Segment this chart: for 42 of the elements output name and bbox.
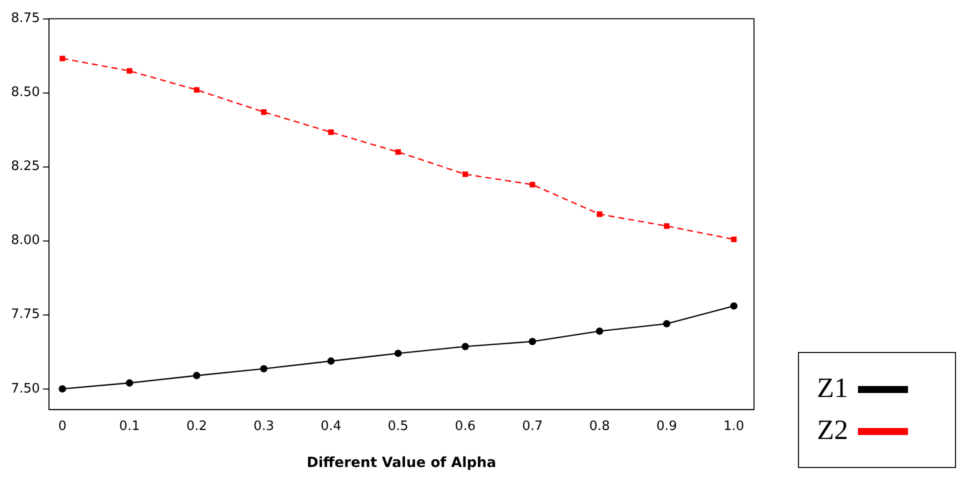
point [328,129,334,135]
point [663,320,670,328]
x-tick-label: 0.4 [320,418,342,434]
x-tick-label: 0.1 [119,418,140,434]
point [730,302,738,310]
legend-label: Z2 [817,415,848,447]
y-tick-label: 7.50 [10,381,40,396]
x-tick-label: 0.8 [589,418,610,434]
point [327,357,335,365]
x-tick-label: 0.5 [388,418,408,434]
point [596,327,604,335]
x-tick-label: 0 [58,418,67,434]
point [394,350,402,357]
legend-label: Z1 [817,373,848,405]
point [528,338,536,346]
x-tick-label: 0.3 [253,418,274,434]
y-tick-label: 8.25 [10,159,40,174]
point [58,385,66,393]
x-tick-label: 0.7 [522,418,543,434]
y-tick-label: 8.75 [10,11,40,26]
point [193,372,200,380]
point [395,149,401,155]
x-tick-label: 1.0 [724,418,744,434]
point [731,236,737,242]
y-tick-label: 8.00 [10,233,40,248]
point [530,182,536,188]
point [664,223,670,229]
point [260,365,268,372]
point [462,342,469,350]
point [596,211,602,217]
point [60,56,66,62]
point [261,109,267,115]
point [126,68,132,74]
y-tick-label: 8.50 [10,85,40,100]
point [126,379,134,387]
y-tick-label: 7.75 [10,307,40,322]
x-tick-label: 0.9 [656,418,678,434]
x-tick-label: 0.6 [454,418,476,434]
x-tick-label: 0.2 [186,418,208,434]
point [194,87,200,93]
x-axis-title: Different Value of Alpha [306,455,496,472]
point [462,171,468,178]
